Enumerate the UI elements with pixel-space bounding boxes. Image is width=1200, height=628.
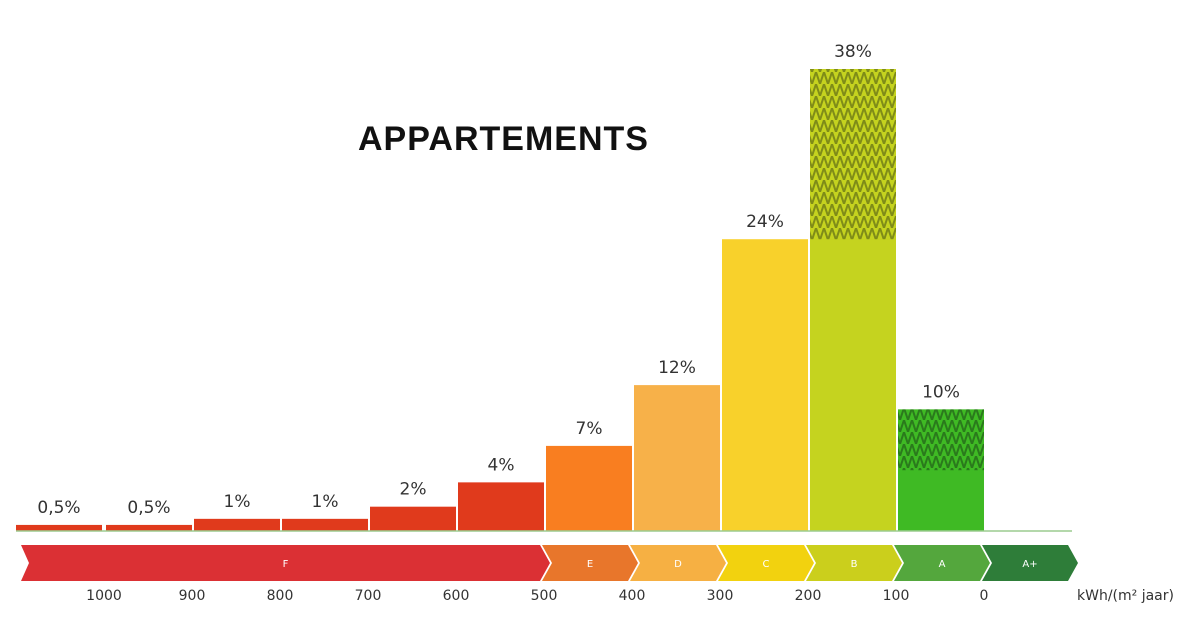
- energy-band-label-d: D: [674, 559, 682, 570]
- energy-band-label-f: F: [283, 559, 289, 570]
- x-tick-800: 800: [267, 588, 294, 604]
- bar-7: [546, 445, 632, 531]
- x-tick-0: 0: [980, 588, 989, 604]
- chart-title: APPARTEMENTS: [358, 120, 649, 158]
- energy-band-c: [718, 545, 814, 581]
- value-label-6: 4%: [488, 455, 515, 475]
- energy-band-label-a: A: [939, 559, 946, 570]
- value-label-9: 24%: [746, 212, 784, 232]
- energy-band-a: [894, 545, 990, 581]
- x-ticks-group: 1000 900 800 700 600 500 400 300 200 100 0: [86, 588, 988, 604]
- x-tick-900: 900: [179, 588, 206, 604]
- energy-band-label-b: B: [851, 559, 858, 570]
- bar-3: [194, 518, 280, 531]
- value-label-7: 7%: [576, 419, 603, 439]
- value-label-8: 12%: [658, 358, 696, 378]
- x-tick-200: 200: [795, 588, 822, 604]
- value-label-3: 1%: [224, 492, 251, 512]
- energy-bands-group: F E D C B A A+: [21, 545, 1078, 581]
- energy-band-b: [806, 545, 902, 581]
- x-tick-600: 600: [443, 588, 470, 604]
- bar-4: [282, 518, 368, 531]
- x-tick-100: 100: [883, 588, 910, 604]
- energy-band-a-plus: [982, 545, 1078, 581]
- bar-1: [16, 524, 102, 531]
- x-tick-1000: 1000: [86, 588, 122, 604]
- value-label-2: 0,5%: [127, 498, 170, 518]
- bar-6: [458, 482, 544, 531]
- value-labels-group: 0,5% 0,5% 1% 1% 2% 4% 7% 12% 24% 38% 10%: [37, 42, 960, 518]
- bar-5: [370, 506, 456, 531]
- bar-hatch-10: [810, 69, 896, 240]
- energy-band-label-a-plus: A+: [1022, 559, 1037, 570]
- energy-band-d: [630, 545, 726, 581]
- value-label-5: 2%: [400, 480, 427, 500]
- value-label-1: 0,5%: [37, 498, 80, 518]
- energy-band-label-c: C: [763, 559, 770, 570]
- x-tick-400: 400: [619, 588, 646, 604]
- x-tick-700: 700: [355, 588, 382, 604]
- x-tick-500: 500: [531, 588, 558, 604]
- bar-8: [634, 385, 720, 531]
- bars-group: [16, 69, 984, 532]
- energy-band-e: [542, 545, 638, 581]
- energy-band-label-e: E: [587, 559, 593, 570]
- unit-label: kWh/(m² jaar): [1077, 588, 1174, 604]
- x-tick-300: 300: [707, 588, 734, 604]
- energy-band-f: [21, 545, 550, 581]
- value-label-11: 10%: [922, 382, 960, 402]
- bar-hatch-11: [898, 409, 984, 471]
- value-label-10: 38%: [834, 42, 872, 62]
- value-label-4: 1%: [312, 492, 339, 512]
- bar-2: [106, 524, 192, 531]
- bar-9: [722, 239, 808, 532]
